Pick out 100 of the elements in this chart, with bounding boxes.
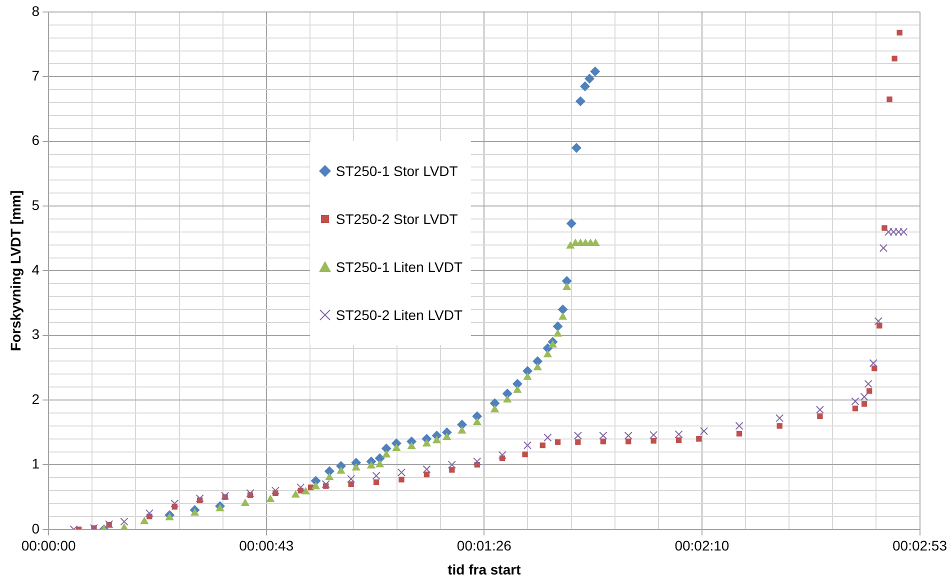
point — [861, 401, 868, 407]
point — [472, 411, 482, 422]
point — [472, 418, 482, 426]
point — [590, 66, 600, 76]
point — [266, 494, 275, 502]
point — [599, 432, 608, 440]
y-tick-label: 8 — [32, 2, 40, 19]
point — [216, 504, 224, 512]
point — [170, 499, 179, 508]
point — [348, 481, 354, 487]
point — [522, 366, 533, 376]
point — [533, 362, 542, 370]
x-tick-label: 00:02:10 — [674, 538, 730, 554]
point — [397, 468, 406, 477]
point — [626, 438, 632, 444]
point — [852, 406, 858, 412]
point — [512, 378, 522, 389]
point — [523, 372, 532, 380]
point — [336, 466, 346, 474]
point — [624, 432, 632, 440]
point — [650, 430, 658, 440]
point — [562, 276, 572, 286]
point — [584, 74, 595, 84]
point — [896, 30, 902, 36]
point — [575, 439, 581, 445]
point — [422, 465, 431, 474]
point — [145, 509, 154, 518]
point — [382, 450, 391, 458]
legend-label: ST250-1 Stor LVDT — [336, 163, 458, 180]
x-tick-label: 00:01:26 — [456, 538, 512, 554]
point — [240, 498, 250, 506]
point — [650, 438, 656, 444]
x-tick-label: 00:00:00 — [21, 538, 76, 554]
point — [458, 426, 466, 434]
point — [817, 413, 823, 420]
point — [892, 56, 898, 62]
point — [372, 472, 380, 480]
point — [325, 472, 334, 480]
point — [532, 356, 543, 366]
point — [456, 420, 467, 430]
point — [473, 457, 482, 466]
point — [407, 442, 416, 450]
point — [696, 436, 702, 442]
point — [900, 228, 908, 236]
point — [165, 512, 174, 520]
point — [776, 414, 784, 422]
point — [296, 483, 305, 492]
point — [311, 482, 320, 490]
point — [523, 441, 532, 450]
point — [190, 508, 200, 516]
point — [736, 430, 742, 437]
point — [566, 241, 575, 249]
point — [864, 380, 872, 388]
legend-label: ST250-1 Liten LVDT — [336, 259, 463, 276]
point — [552, 321, 563, 332]
point — [398, 476, 404, 482]
point — [866, 388, 872, 394]
point — [324, 466, 334, 476]
point — [558, 312, 568, 320]
point — [271, 486, 280, 495]
point — [558, 304, 568, 315]
point — [498, 450, 506, 460]
point — [490, 404, 500, 412]
point — [221, 492, 230, 500]
point — [580, 81, 590, 92]
point — [392, 444, 401, 452]
y-tick-label: 7 — [32, 68, 40, 84]
point — [860, 392, 868, 401]
point — [851, 397, 860, 406]
point — [424, 472, 430, 478]
point — [502, 388, 512, 399]
point — [553, 329, 562, 337]
point — [894, 228, 903, 236]
y-tick-label: 0 — [32, 520, 40, 536]
point — [449, 467, 455, 473]
point — [196, 494, 204, 502]
point — [674, 430, 683, 438]
point — [522, 452, 528, 458]
point — [442, 432, 452, 440]
point — [375, 460, 384, 468]
y-tick-label: 5 — [32, 196, 40, 213]
point — [246, 489, 254, 498]
point — [540, 442, 546, 448]
point — [140, 516, 149, 524]
point — [884, 228, 893, 236]
point — [571, 142, 582, 153]
point — [543, 350, 552, 358]
y-tick-label: 2 — [32, 390, 40, 407]
point — [432, 436, 442, 444]
legend-label: ST250-2 Stor LVDT — [336, 211, 458, 228]
y-tick-label: 1 — [32, 456, 40, 472]
point — [352, 462, 360, 470]
point — [574, 432, 582, 440]
y-tick-label: 6 — [32, 132, 40, 148]
point — [566, 218, 576, 228]
y-axis-title: Forskyvning LVDT [mm] — [7, 190, 24, 352]
point — [322, 480, 330, 488]
point — [554, 439, 561, 445]
point — [879, 244, 888, 252]
point — [562, 282, 572, 290]
